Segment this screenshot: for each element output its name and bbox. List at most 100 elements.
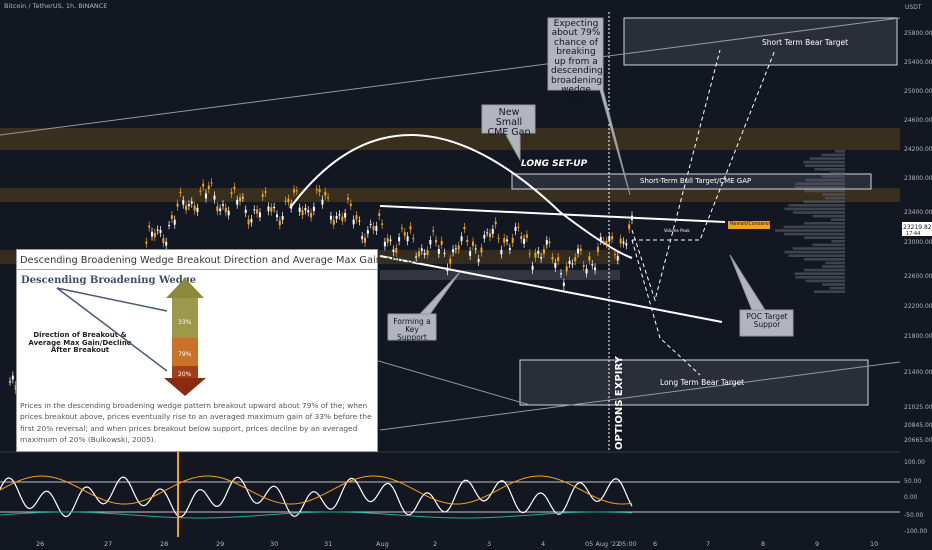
candle-body <box>412 238 415 240</box>
candle-body <box>389 239 392 242</box>
candle-body <box>403 232 406 236</box>
poc-callout: POC Target Suppor <box>746 312 788 329</box>
candle-body <box>361 236 364 240</box>
gray-zone <box>380 270 620 280</box>
arrow-up-pct: 33% <box>178 319 192 326</box>
candle-body <box>239 197 242 202</box>
current-price-value: 23219.82 <box>903 224 932 231</box>
candle-body <box>216 206 219 212</box>
candle-body <box>602 241 605 243</box>
candle-body <box>247 219 250 225</box>
candle-body <box>372 226 375 231</box>
candle-body <box>185 205 188 211</box>
candle-body <box>153 232 156 238</box>
candle-body <box>611 236 614 240</box>
candle-body <box>264 191 267 193</box>
volume-profile-bar <box>829 286 845 290</box>
time-tick-label: 30 <box>270 540 278 548</box>
candle-body <box>383 241 386 247</box>
price-tick-label: 22200.00 <box>904 303 932 310</box>
price-tick-label: 22600.00 <box>904 273 932 280</box>
candle-body <box>511 237 514 243</box>
options-expiry-label: OPTIONS EXPIRY <box>614 355 625 450</box>
time-tick-label: 29 <box>216 540 224 548</box>
candle-body <box>477 258 480 262</box>
price-tick-label: 25800.00 <box>904 30 932 37</box>
price-tick-label: 24200.00 <box>904 146 932 153</box>
candle-body <box>420 248 423 251</box>
time-tick-label: 3 <box>487 540 491 548</box>
candle-body <box>562 282 565 286</box>
candle-body <box>582 265 585 267</box>
volume-profile-bar <box>792 247 845 250</box>
price-tick-label: 24600.00 <box>904 117 932 124</box>
candle-body <box>469 251 472 256</box>
time-tick-label: 6 <box>653 540 657 548</box>
volume-profile-bar <box>788 254 845 257</box>
candle-body <box>625 243 628 246</box>
short-bull-target-label: Short-Term Bull Target/CME GAP <box>640 177 752 185</box>
time-tick-label: 4 <box>541 540 545 548</box>
candle-body <box>417 251 420 257</box>
candle-body <box>199 190 202 192</box>
candle-body <box>233 186 236 190</box>
candle-body <box>213 195 216 200</box>
candle-body <box>275 214 278 218</box>
volume-profile-bar <box>783 225 845 229</box>
oscillator-signal-line <box>0 475 633 505</box>
candle-body <box>483 234 486 239</box>
candle-body <box>301 210 304 216</box>
candle-body <box>256 209 259 214</box>
volume-profile-bar <box>794 272 845 275</box>
oscillator-green-line <box>0 511 633 519</box>
volume-profile-bar <box>814 168 845 171</box>
candle-body <box>312 206 315 212</box>
candle-body <box>497 237 500 239</box>
candle-body <box>318 189 321 193</box>
candle-body <box>466 239 469 242</box>
time-tick-label: 10 <box>870 540 878 548</box>
candle-body <box>222 204 225 206</box>
candle-body <box>156 229 159 231</box>
candle-body <box>241 197 244 199</box>
osc-tick-label: 50.00 <box>904 478 921 485</box>
candle-body <box>406 236 409 242</box>
panel-pointer-lines <box>56 287 168 372</box>
arrow-mid-pct: 79% <box>178 351 192 358</box>
price-tick-label: 25400.00 <box>904 59 932 66</box>
candle-body <box>386 237 389 243</box>
candle-body <box>574 257 577 262</box>
candle-body <box>613 254 616 256</box>
candle-body <box>395 247 398 253</box>
candle-body <box>599 236 602 241</box>
bullish-projection-path-2 <box>632 49 776 241</box>
volume-profile-bar <box>824 196 845 200</box>
candle-body <box>148 225 151 228</box>
candle-body <box>329 215 332 220</box>
volume-profile-bar <box>803 160 845 164</box>
candle-body <box>559 273 562 275</box>
candle-body <box>435 239 438 243</box>
volume-profile-bar <box>812 243 845 247</box>
candle-body <box>369 223 372 225</box>
candle-body <box>628 224 631 230</box>
volume-profile-bar <box>803 200 845 203</box>
candle-body <box>364 237 367 243</box>
candle-body <box>173 219 176 225</box>
candle-body <box>594 267 597 271</box>
candle-body <box>554 262 557 268</box>
candle-body <box>358 220 361 222</box>
price-axis: 25800.00 25400.00 25000.00 24600.00 24200.00… <box>904 30 932 444</box>
candle-body <box>523 238 526 244</box>
candle-body <box>182 200 185 205</box>
candle-body <box>452 249 455 253</box>
time-tick-label: 2 <box>433 540 437 548</box>
price-tick-label: 23800.00 <box>904 175 932 182</box>
candle-body <box>151 231 154 237</box>
revisit-tag <box>728 221 770 229</box>
candle-body <box>250 219 253 223</box>
candle-body <box>528 253 531 255</box>
time-tick-label: 05 Aug '22 <box>585 540 620 548</box>
panel-diagonal-line <box>374 359 531 406</box>
